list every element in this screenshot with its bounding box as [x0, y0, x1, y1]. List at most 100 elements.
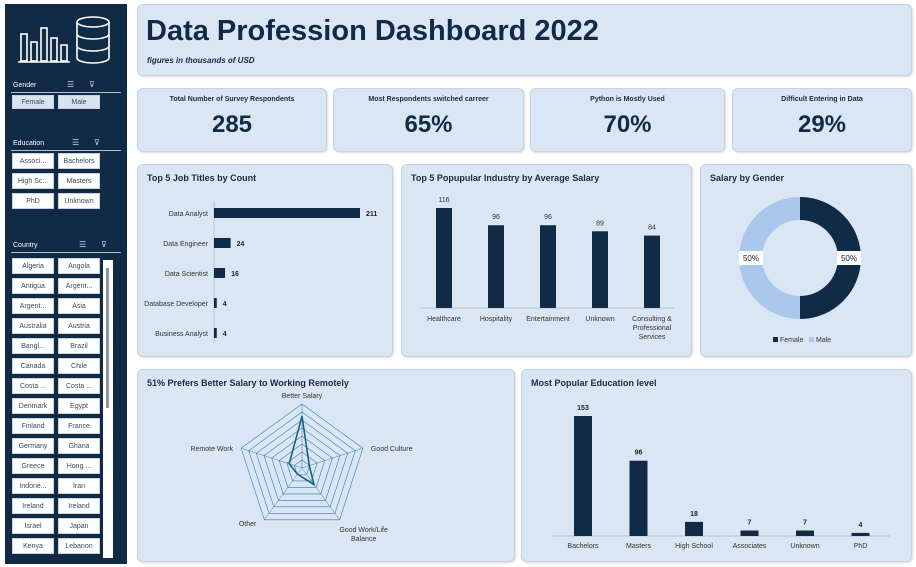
country-chip[interactable]: Egypt [58, 398, 100, 414]
legend-swatch [809, 337, 814, 342]
category-label: Consulting & Professional Services [632, 316, 672, 341]
country-chip[interactable]: Asia [58, 298, 100, 314]
country-scrollbar[interactable] [103, 260, 113, 558]
country-chip[interactable]: Hong ... [58, 458, 100, 474]
header-panel: Data Profession Dashboard 2022 figures i… [137, 4, 912, 76]
category-label: Healthcare [427, 316, 461, 323]
industry-salary-chart: 116 Healthcare 96 Hospitality 96 Entertainmen… [420, 197, 674, 341]
job-titles-panel: Top 5 Job Titles by Count Data Analyst 21… [137, 164, 393, 357]
bar [436, 208, 452, 308]
bar-chart-database-logo [18, 16, 110, 64]
bar [629, 460, 648, 536]
country-chip[interactable]: Antigua [12, 278, 54, 294]
radar-ring [240, 403, 364, 521]
page-title: Data Profession Dashboard 2022 [146, 15, 599, 47]
kpi-card-respondents: Total Number of Survey Respondents 285 [137, 88, 327, 152]
data-label-box [739, 251, 763, 265]
data-label: 4 [223, 331, 227, 338]
kpi-card-python: Python is Mostly Used 70% [530, 88, 725, 152]
radar-axis-label: Good Work/Life Balance [339, 527, 388, 543]
radar-ring [248, 411, 356, 514]
country-chip[interactable]: Ireland [58, 498, 100, 514]
education-filter-label: Education [13, 140, 45, 147]
job-titles-chart: Data Analyst 211 Data Engineer 24 Data Scien… [144, 201, 377, 343]
country-chip[interactable]: Austria [58, 318, 100, 334]
clear-filter-icon[interactable]: ⊽ [89, 80, 95, 89]
salary-gender-panel: Salary by Gender 50% 50% Female Male [700, 164, 912, 357]
radar-spoke [301, 467, 340, 520]
radar-spoke [264, 467, 303, 520]
kpi-value: 29% [797, 111, 847, 138]
country-chip[interactable]: Australia [12, 318, 54, 334]
kpi-card-difficulty: Difficult Entering in Data 29% [732, 88, 912, 152]
country-chip[interactable]: Argent... [12, 298, 54, 314]
clear-filter-icon[interactable]: ⊽ [94, 138, 100, 147]
country-chip[interactable]: Ghana [58, 438, 100, 454]
bar [214, 298, 217, 308]
radar-axis-label: Good Culture [371, 446, 413, 453]
remote-preference-panel: 51% Prefers Better Salary to Working Rem… [137, 369, 515, 562]
radar-series [288, 415, 316, 487]
kpi-label: Total Number of Survey Respondents [169, 96, 295, 103]
education-chip[interactable]: High Sc... [12, 173, 54, 189]
country-chip[interactable]: Greece [12, 458, 54, 474]
education-panel: Most Popular Education level 153 Bachelor… [521, 369, 912, 562]
bar [214, 208, 360, 218]
data-label: 116 [438, 197, 449, 204]
panel-title: 51% Prefers Better Salary to Working Rem… [147, 378, 349, 388]
country-chip[interactable]: Canada [12, 358, 54, 374]
education-chip[interactable]: Masters [58, 173, 100, 189]
education-chip[interactable]: PhD [12, 193, 54, 209]
country-chip[interactable]: Bangl... [12, 338, 54, 354]
legend-swatch [773, 337, 778, 342]
divider [11, 252, 121, 253]
panel-title: Most Popular Education level [531, 378, 657, 388]
country-chip[interactable]: Algeria [12, 258, 54, 274]
country-chip[interactable]: Ireland [12, 498, 54, 514]
kpi-card-career-switch: Most Respondents switched carreer 65% [333, 88, 524, 152]
category-label: Data Engineer [163, 241, 208, 248]
country-chip[interactable]: Kenya [12, 538, 54, 554]
country-chip[interactable]: France [58, 418, 100, 434]
gender-chip-male[interactable]: Male [58, 95, 100, 109]
country-chip[interactable]: Costa ... [58, 378, 100, 394]
category-label: Associates [733, 543, 767, 550]
multi-select-icon[interactable]: ☰ [67, 80, 75, 89]
multi-select-icon[interactable]: ☰ [79, 240, 87, 249]
multi-select-icon[interactable]: ☰ [72, 138, 80, 147]
country-chip[interactable]: Indone... [12, 478, 54, 494]
bar [214, 328, 217, 338]
category-label: Data Scientist [165, 271, 208, 278]
data-label: 7 [803, 520, 807, 527]
country-chip[interactable]: Germany [12, 438, 54, 454]
bar [540, 225, 556, 308]
country-scrollbar-thumb[interactable] [106, 268, 109, 408]
gender-chip-female[interactable]: Female [12, 95, 54, 109]
kpi-value: 65% [404, 111, 453, 138]
bar [644, 235, 660, 308]
country-chip[interactable]: Argent... [58, 278, 100, 294]
country-chip[interactable]: Iran [58, 478, 100, 494]
country-chip[interactable]: Costa ... [12, 378, 54, 394]
country-chip[interactable]: Chile [58, 358, 100, 374]
country-chip[interactable]: Angola [58, 258, 100, 274]
country-chip[interactable]: Israel [12, 518, 54, 534]
country-chip[interactable]: Lebanon [58, 538, 100, 554]
education-chip[interactable]: Associ... [12, 153, 54, 169]
country-chip[interactable]: Japan [58, 518, 100, 534]
country-chip[interactable]: Finland [12, 418, 54, 434]
data-label: 24 [237, 241, 245, 248]
country-chip[interactable]: Denmark [12, 398, 54, 414]
panel-title: Top 5 Job Titles by Count [147, 173, 257, 183]
education-chip[interactable]: Bachelors [58, 153, 100, 169]
kpi-value: 70% [603, 111, 652, 138]
country-chip[interactable]: Brazil [58, 338, 100, 354]
kpi-label: Python is Mostly Used [590, 96, 665, 103]
radar-ring [263, 427, 341, 501]
legend-label: Female [780, 337, 803, 344]
divider [11, 150, 121, 151]
remote-preference-chart: Better Salary Good Culture Good Work/Life B… [190, 393, 413, 543]
education-chip[interactable]: Unknown [58, 193, 100, 209]
data-label: 50% [743, 254, 759, 263]
clear-filter-icon[interactable]: ⊽ [101, 240, 107, 249]
